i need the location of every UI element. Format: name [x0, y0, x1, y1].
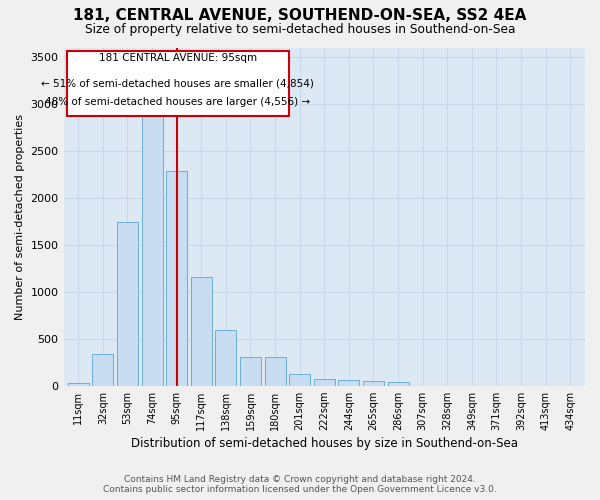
- Text: 48% of semi-detached houses are larger (4,556) →: 48% of semi-detached houses are larger (…: [46, 97, 310, 107]
- Y-axis label: Number of semi-detached properties: Number of semi-detached properties: [15, 114, 25, 320]
- Bar: [191, 277, 212, 386]
- Bar: [68, 383, 89, 386]
- Bar: [388, 382, 409, 386]
- Bar: [363, 380, 384, 386]
- Text: 181 CENTRAL AVENUE: 95sqm: 181 CENTRAL AVENUE: 95sqm: [99, 53, 257, 63]
- Text: ← 51% of semi-detached houses are smaller (4,854): ← 51% of semi-detached houses are smalle…: [41, 78, 314, 88]
- Text: Size of property relative to semi-detached houses in Southend-on-Sea: Size of property relative to semi-detach…: [85, 22, 515, 36]
- Bar: [240, 357, 261, 386]
- Bar: [92, 354, 113, 386]
- Text: Contains HM Land Registry data © Crown copyright and database right 2024.
Contai: Contains HM Land Registry data © Crown c…: [103, 474, 497, 494]
- Bar: [166, 170, 187, 386]
- Bar: [338, 380, 359, 386]
- Bar: [265, 357, 286, 386]
- Bar: [67, 52, 289, 116]
- Bar: [117, 222, 138, 386]
- Text: 181, CENTRAL AVENUE, SOUTHEND-ON-SEA, SS2 4EA: 181, CENTRAL AVENUE, SOUTHEND-ON-SEA, SS…: [73, 8, 527, 22]
- Bar: [142, 112, 163, 386]
- X-axis label: Distribution of semi-detached houses by size in Southend-on-Sea: Distribution of semi-detached houses by …: [131, 437, 518, 450]
- Bar: [289, 374, 310, 386]
- Bar: [215, 330, 236, 386]
- Bar: [314, 379, 335, 386]
